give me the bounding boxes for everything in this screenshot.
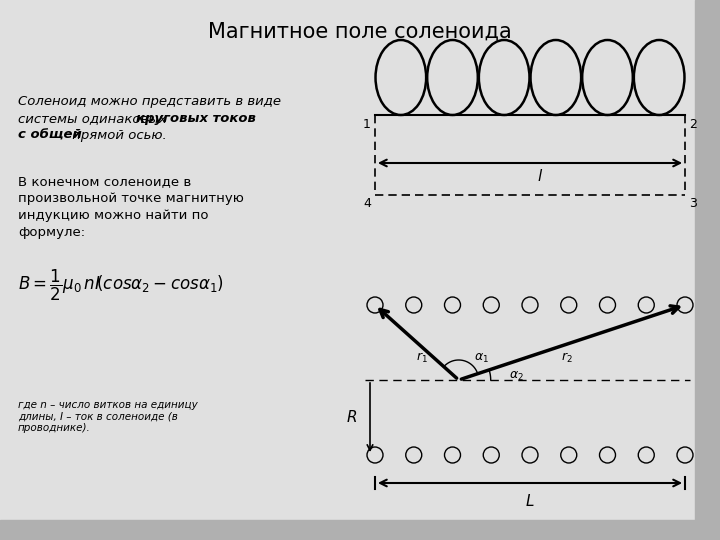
- Bar: [0, 520, 720, 540]
- Text: $B = \dfrac{1}{2}\mu_0\,nI\!\left(cos\alpha_2 - cos\alpha_1\right)$: $B = \dfrac{1}{2}\mu_0\,nI\!\left(cos\al…: [18, 268, 224, 303]
- Text: 2: 2: [689, 118, 697, 131]
- Text: 1: 1: [363, 118, 371, 131]
- Text: 3: 3: [689, 197, 697, 210]
- Text: круговых токов: круговых токов: [136, 112, 256, 125]
- Text: где n – число витков на единицу
длины, I – ток в соленоиде (в
проводнике).: где n – число витков на единицу длины, I…: [18, 400, 198, 433]
- Text: $R$: $R$: [346, 409, 358, 426]
- Bar: [695, 0, 720, 540]
- Text: произвольной точке магнитную: произвольной точке магнитную: [18, 192, 244, 205]
- Text: Магнитное поле соленоида: Магнитное поле соленоида: [208, 22, 512, 42]
- Text: $l$: $l$: [537, 168, 543, 184]
- Text: прямой осью.: прямой осью.: [68, 129, 167, 142]
- Text: $L$: $L$: [525, 493, 535, 509]
- Text: Соленоид можно представить в виде: Соленоид можно представить в виде: [18, 95, 281, 108]
- Text: В конечном соленоиде в: В конечном соленоиде в: [18, 175, 192, 188]
- Text: $\alpha_1$: $\alpha_1$: [474, 352, 489, 365]
- Text: 4: 4: [363, 197, 371, 210]
- Text: формуле:: формуле:: [18, 226, 85, 239]
- Text: системы одинаковых: системы одинаковых: [18, 112, 171, 125]
- Text: с общей: с общей: [18, 129, 82, 142]
- Text: $\alpha_2$: $\alpha_2$: [509, 370, 523, 383]
- Text: $r_1$: $r_1$: [416, 350, 428, 365]
- Text: индукцию можно найти по: индукцию можно найти по: [18, 209, 209, 222]
- Text: $r_2$: $r_2$: [561, 350, 572, 365]
